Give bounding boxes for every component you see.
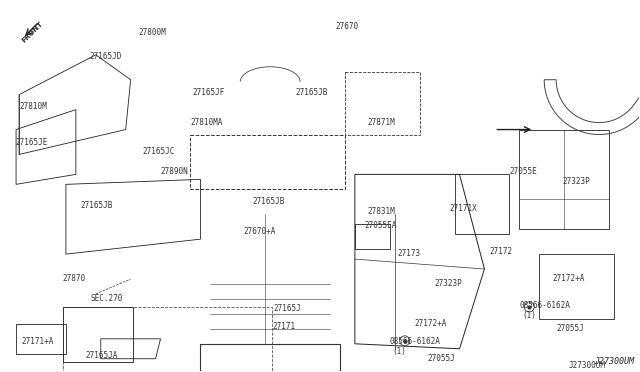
Text: 27165JB: 27165JB bbox=[252, 197, 285, 206]
Bar bbox=[355, 224, 390, 249]
Text: 27165JE: 27165JE bbox=[15, 138, 47, 147]
Text: 27055J: 27055J bbox=[428, 354, 456, 363]
Text: 27055EA: 27055EA bbox=[365, 221, 397, 230]
Text: 08566-6162A: 08566-6162A bbox=[390, 337, 440, 346]
Text: 27831M: 27831M bbox=[368, 207, 396, 216]
Text: 27165J: 27165J bbox=[273, 304, 301, 313]
Text: 27165JF: 27165JF bbox=[193, 88, 225, 97]
Text: J27300UM: J27300UM bbox=[594, 357, 634, 366]
Text: 27870: 27870 bbox=[63, 274, 86, 283]
Text: 27323P: 27323P bbox=[562, 177, 590, 186]
Text: 27173: 27173 bbox=[397, 249, 421, 258]
Text: 27890N: 27890N bbox=[161, 167, 188, 176]
Text: 27165JB: 27165JB bbox=[81, 201, 113, 210]
Text: 27171: 27171 bbox=[272, 322, 295, 331]
Text: 08566-6162A: 08566-6162A bbox=[519, 301, 570, 310]
Bar bbox=[191, 135, 345, 189]
Text: 27165JC: 27165JC bbox=[143, 147, 175, 157]
Text: 27172+A: 27172+A bbox=[415, 319, 447, 328]
Text: 27172: 27172 bbox=[490, 247, 513, 256]
Text: 27810MA: 27810MA bbox=[191, 118, 223, 126]
Text: 27171+A: 27171+A bbox=[21, 337, 53, 346]
Text: 27670+A: 27670+A bbox=[243, 227, 276, 236]
Text: 27670: 27670 bbox=[335, 22, 358, 31]
Text: 27810M: 27810M bbox=[19, 102, 47, 110]
Text: 27171X: 27171X bbox=[449, 204, 477, 213]
Bar bbox=[63, 307, 272, 372]
Text: J27300UM: J27300UM bbox=[569, 361, 606, 370]
Text: 27055J: 27055J bbox=[556, 324, 584, 333]
Text: (1): (1) bbox=[522, 311, 536, 320]
Bar bbox=[63, 307, 132, 362]
Text: 27871M: 27871M bbox=[368, 118, 396, 126]
Text: (1): (1) bbox=[393, 347, 406, 356]
Text: 27055E: 27055E bbox=[509, 167, 537, 176]
Text: 27165JD: 27165JD bbox=[90, 52, 122, 61]
Text: 27800M: 27800M bbox=[139, 28, 166, 37]
Bar bbox=[345, 72, 420, 135]
Text: 27323P: 27323P bbox=[435, 279, 462, 288]
Text: 27172+A: 27172+A bbox=[552, 274, 584, 283]
Bar bbox=[519, 129, 609, 229]
Bar bbox=[540, 254, 614, 319]
Text: SEC.270: SEC.270 bbox=[91, 294, 123, 303]
Text: FRONT: FRONT bbox=[21, 20, 45, 44]
Text: 27165JB: 27165JB bbox=[295, 88, 328, 97]
Bar bbox=[200, 344, 340, 372]
Text: 27165JA: 27165JA bbox=[86, 351, 118, 360]
